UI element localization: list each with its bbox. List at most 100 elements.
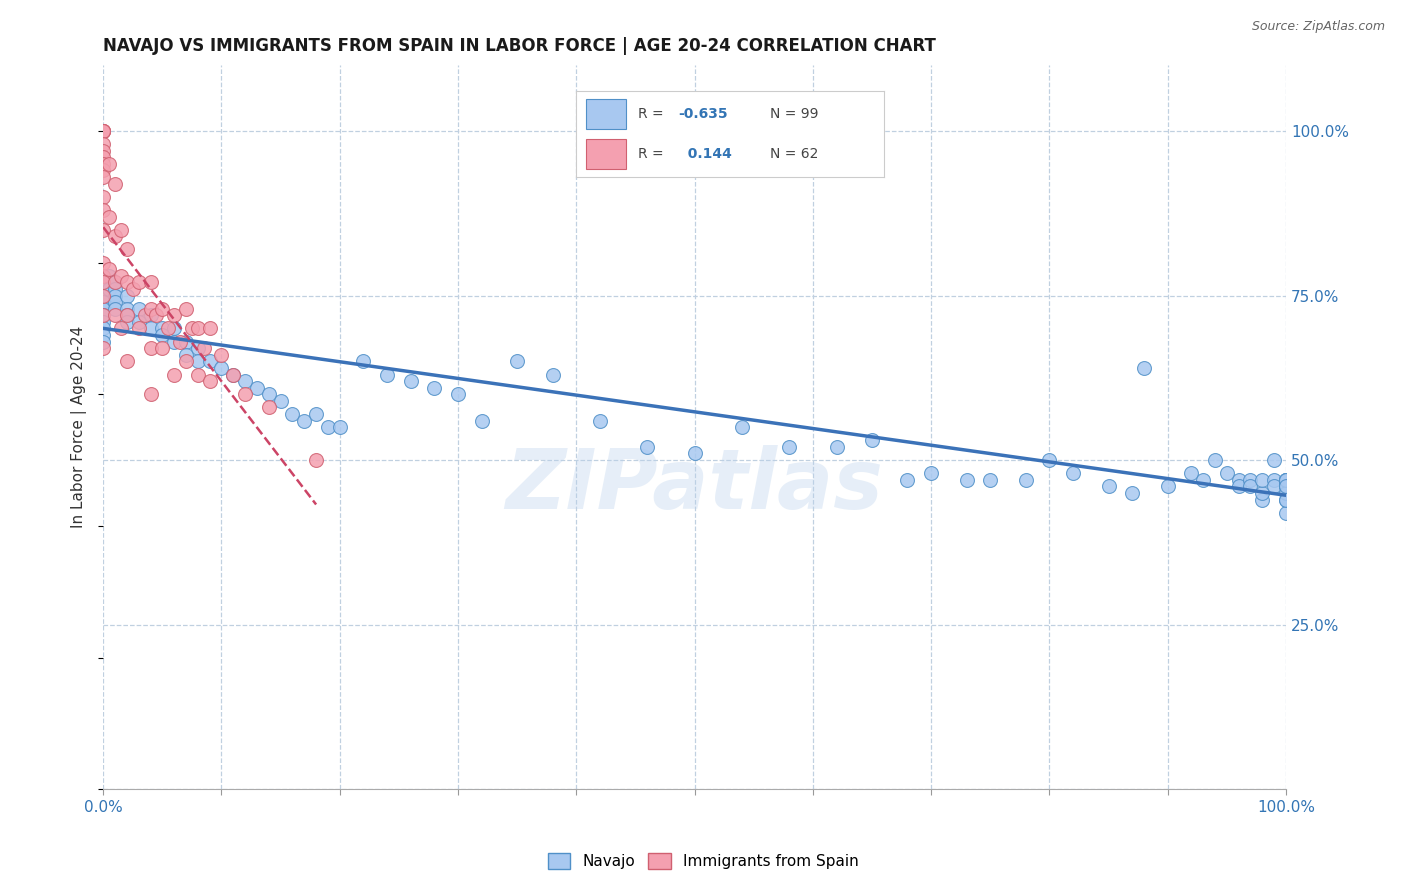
Point [139,308,162,322]
Point [91,163,114,178]
Point [1263,453,1285,467]
Point [139,321,162,335]
Point [896,473,918,487]
Point [1227,479,1250,493]
Point [91,170,114,185]
Point [104,288,127,302]
Point [920,467,942,481]
Point [91,288,114,302]
Point [91,268,114,283]
Point [139,301,162,316]
Point [91,144,114,158]
Point [104,276,127,290]
Point [222,368,245,382]
Point [163,321,186,335]
Point [157,321,180,335]
Point [139,387,162,401]
Point [187,321,209,335]
Point [174,334,197,349]
Point [91,157,114,171]
Point [98,157,121,171]
Point [541,368,564,382]
Point [187,354,209,368]
Point [128,301,150,316]
Point [1192,473,1215,487]
Point [91,202,114,217]
Point [1263,479,1285,493]
Point [91,321,114,335]
Point [860,434,883,448]
Point [506,354,529,368]
Point [98,262,121,277]
Point [104,301,127,316]
Point [778,440,800,454]
Point [1275,479,1298,493]
Point [174,354,197,368]
Point [246,381,269,395]
Point [115,354,138,368]
Point [104,276,127,290]
Point [1275,492,1298,507]
Point [257,387,280,401]
Point [91,282,114,296]
Point [110,268,132,283]
Point [1216,467,1239,481]
Point [91,150,114,164]
Point [139,276,162,290]
Point [447,387,470,401]
Point [233,374,256,388]
Point [150,321,173,335]
Point [825,440,848,454]
Point [163,334,186,349]
Point [1263,473,1285,487]
Point [174,301,197,316]
Point [316,420,339,434]
Point [233,387,256,401]
Point [1239,479,1261,493]
Point [169,334,191,349]
Point [1038,453,1060,467]
Point [270,393,292,408]
Point [91,190,114,204]
Point [91,341,114,355]
Point [98,268,121,283]
Point [375,368,398,382]
Point [1227,473,1250,487]
Point [1275,506,1298,520]
Point [115,276,138,290]
Point [163,308,186,322]
Point [187,341,209,355]
Point [104,282,127,296]
Point [731,420,754,434]
Point [211,348,233,362]
Point [1157,479,1180,493]
Point [110,223,132,237]
Point [1121,486,1143,500]
Point [471,414,494,428]
Point [115,243,138,257]
Point [1275,486,1298,500]
Point [163,368,186,382]
Point [399,374,422,388]
Legend: Navajo, Immigrants from Spain: Navajo, Immigrants from Spain [541,847,865,875]
Point [145,308,167,322]
Point [91,124,114,138]
Point [150,301,173,316]
Point [104,177,127,191]
Point [98,210,121,224]
Point [1275,492,1298,507]
Point [139,341,162,355]
Point [211,360,233,375]
Point [1275,473,1298,487]
Point [1275,473,1298,487]
Point [979,473,1001,487]
Point [1239,473,1261,487]
Point [193,341,215,355]
Point [198,374,221,388]
Point [134,308,156,322]
Point [110,321,132,335]
Point [150,328,173,343]
Point [121,282,143,296]
Point [115,288,138,302]
Point [91,124,114,138]
